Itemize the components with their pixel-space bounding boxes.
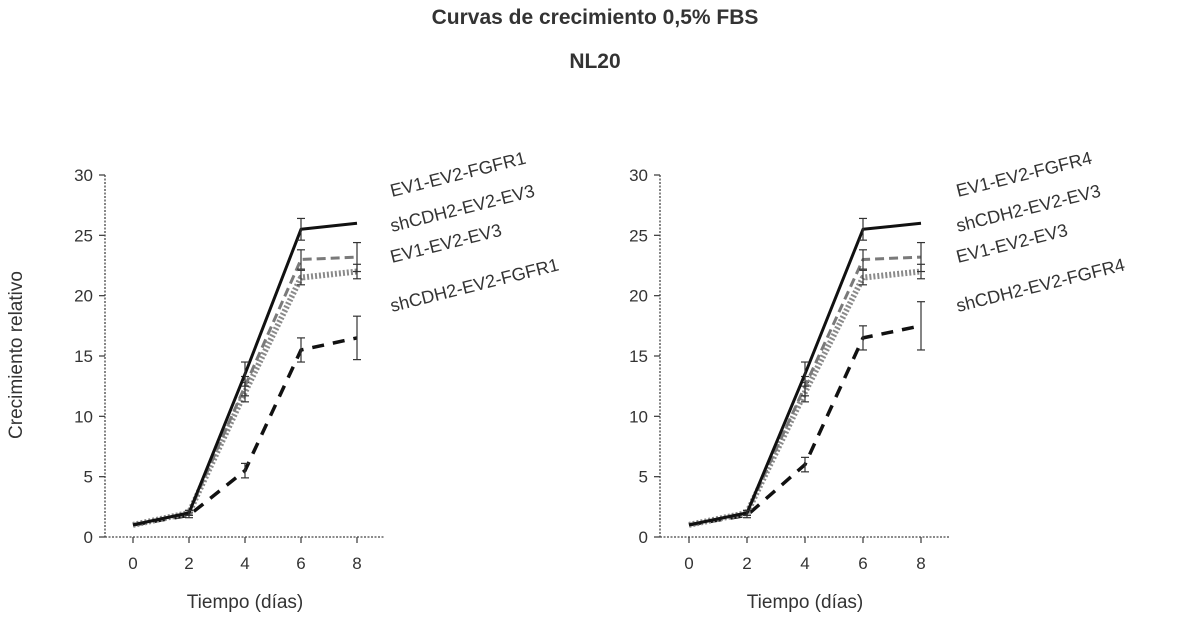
y-tick-label: 5 <box>84 468 93 487</box>
x-tick-label: 0 <box>128 554 137 573</box>
x-tick-label: 2 <box>184 554 193 573</box>
x-tick-label: 0 <box>684 554 693 573</box>
series-line <box>132 268 358 528</box>
chart-title: Curvas de crecimiento 0,5% FBS <box>431 6 759 29</box>
series-label: shCDH2-EV2-FGFR4 <box>954 255 1127 316</box>
y-tick-label: 10 <box>74 407 93 426</box>
y-tick-label: 20 <box>629 287 648 306</box>
y-tick-label: 25 <box>629 226 648 245</box>
series-line <box>132 255 358 527</box>
chart-panel-left: 0 5 10 15 20 25 30 0 2 4 6 8 Tiempo (días) Crecimient… <box>6 148 561 613</box>
x-axis-label: Tiempo (días) <box>187 592 304 613</box>
x-tick-label: 6 <box>858 554 867 573</box>
y-tick-label: 15 <box>629 347 648 366</box>
x-tick-label: 8 <box>352 554 361 573</box>
y-tick-label: 0 <box>84 528 93 547</box>
y-tick-label: 15 <box>74 347 93 366</box>
x-tick-label: 2 <box>742 554 751 573</box>
x-tick-label: 6 <box>296 554 305 573</box>
y-axis-label: Crecimiento relativo <box>6 271 27 439</box>
y-tick-label: 20 <box>74 287 93 306</box>
series-label: shCDH2-EV2-FGFR1 <box>388 255 561 316</box>
y-tick-label: 30 <box>74 166 93 185</box>
x-tick-label: 4 <box>240 554 249 573</box>
y-tick-label: 10 <box>629 407 648 426</box>
x-tick-label: 4 <box>800 554 809 573</box>
y-tick-label: 0 <box>639 528 648 547</box>
y-tick-label: 30 <box>629 166 648 185</box>
y-tick-label: 5 <box>639 468 648 487</box>
y-tick-label: 25 <box>74 226 93 245</box>
x-tick-label: 8 <box>916 554 925 573</box>
series-line <box>688 324 922 527</box>
x-axis-label: Tiempo (días) <box>747 592 864 613</box>
chart-subtitle: NL20 <box>569 50 621 73</box>
